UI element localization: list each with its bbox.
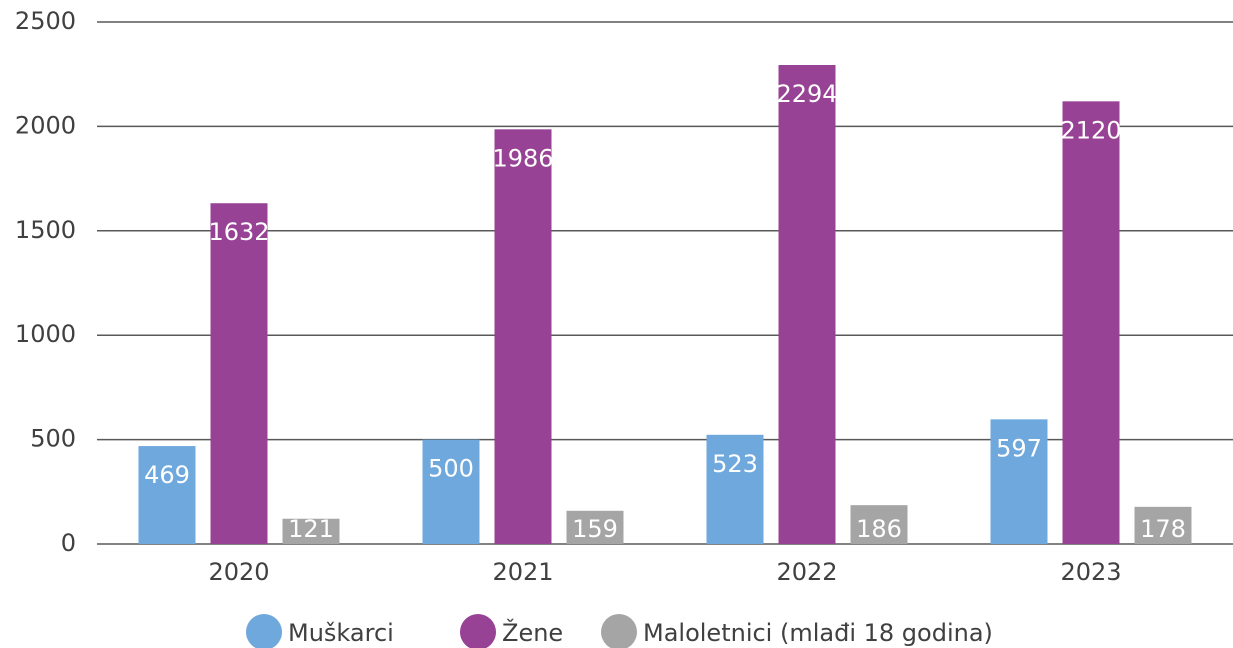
y-tick-label: 1000 [15, 320, 76, 348]
bar [566, 510, 624, 544]
legend-swatch [460, 614, 496, 648]
data-label: 186 [856, 515, 902, 543]
data-label: 178 [1140, 515, 1186, 543]
bar [850, 505, 908, 544]
legend-swatch [601, 614, 637, 648]
data-label: 1986 [492, 144, 553, 172]
bar [138, 446, 196, 544]
bar [1134, 506, 1192, 544]
y-tick-label: 2500 [15, 7, 76, 35]
y-tick-label: 2000 [15, 111, 76, 139]
legend-label: Muškarci [288, 619, 394, 647]
x-tick-label: 2022 [776, 558, 837, 586]
data-label: 121 [288, 515, 334, 543]
y-tick-label: 1500 [15, 216, 76, 244]
legend-swatch [246, 614, 282, 648]
data-label: 597 [996, 434, 1042, 462]
data-label: 500 [428, 455, 474, 483]
x-tick-label: 2023 [1060, 558, 1121, 586]
bar [990, 419, 1048, 544]
bar [282, 518, 340, 544]
x-tick-label: 2020 [208, 558, 269, 586]
legend-label: Žene [502, 618, 563, 647]
bar [778, 65, 836, 544]
data-label: 469 [144, 461, 190, 489]
x-tick-label: 2021 [492, 558, 553, 586]
bar [494, 129, 552, 545]
data-label: 159 [572, 515, 618, 543]
y-tick-label: 0 [61, 529, 76, 557]
data-label: 2120 [1060, 116, 1121, 144]
y-tick-label: 500 [30, 425, 76, 453]
legend-label: Maloletnici (mlađi 18 godina) [643, 619, 993, 647]
data-label: 2294 [776, 80, 837, 108]
bar [706, 434, 764, 544]
data-label: 523 [712, 450, 758, 478]
bar [1062, 101, 1120, 545]
data-label: 1632 [208, 218, 269, 246]
bar [210, 203, 268, 544]
bar [422, 439, 480, 544]
